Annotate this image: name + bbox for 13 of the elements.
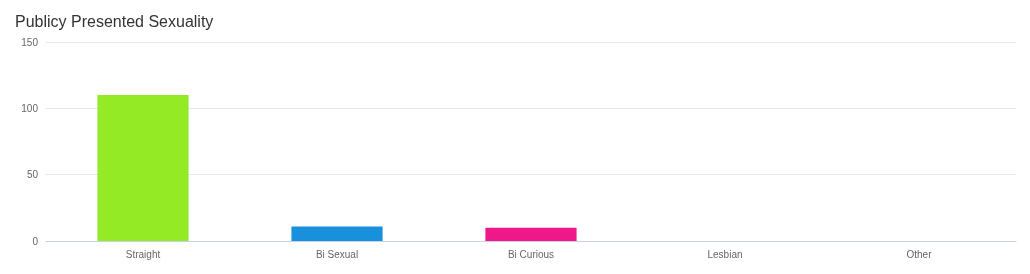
- bar: [485, 227, 577, 241]
- bar: [291, 226, 383, 241]
- y-tick-label: 100: [21, 102, 39, 114]
- bar: [97, 95, 189, 241]
- x-tick-label: Lesbian: [707, 248, 743, 260]
- x-tick-label: Bi Curious: [507, 248, 555, 260]
- x-tick-label: Straight: [125, 248, 161, 260]
- chart-title: Publicy Presented Sexuality: [15, 12, 214, 30]
- y-tick-label: 50: [26, 169, 39, 181]
- x-tick-label: Other: [906, 248, 933, 260]
- y-tick-label: 0: [32, 235, 39, 247]
- x-tick-label: Bi Sexual: [315, 248, 359, 260]
- y-tick-label: 150: [21, 36, 39, 48]
